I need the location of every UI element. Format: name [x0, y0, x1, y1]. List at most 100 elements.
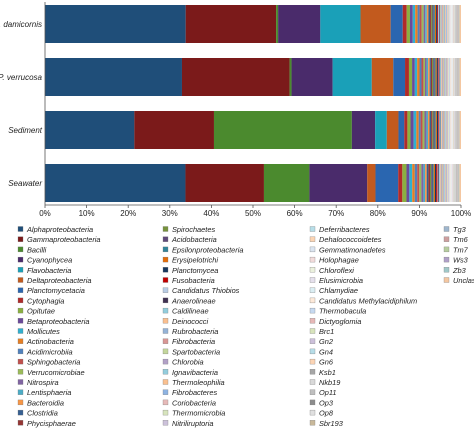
bar-segment	[263, 164, 310, 202]
bar-segment	[45, 164, 186, 202]
category-label: P. verrucosa	[0, 73, 43, 82]
legend-label: Cytophagia	[27, 296, 64, 305]
bar-segment	[360, 5, 391, 43]
bar-segment	[430, 5, 432, 43]
legend-label: Ignavibacteria	[172, 368, 218, 377]
bar-segment	[441, 5, 443, 43]
legend-swatch	[162, 348, 169, 355]
legend-label: Sbr193	[319, 419, 344, 428]
legend-swatch	[443, 267, 450, 273]
legend-swatch	[17, 226, 24, 232]
legend-swatch	[162, 236, 169, 242]
bar-segment	[398, 111, 405, 149]
bar-segment	[407, 111, 411, 149]
legend-label: Op3	[319, 398, 334, 407]
bar-segment	[447, 164, 449, 202]
bar-segment	[448, 58, 449, 96]
bar-segment	[444, 164, 445, 202]
legend-swatch	[309, 328, 316, 334]
bar-segment	[441, 58, 442, 96]
legend-swatch	[443, 226, 450, 232]
bar-segment	[446, 5, 447, 43]
bar-segment	[459, 5, 461, 43]
legend-label: Gn4	[319, 347, 333, 356]
legend-swatch	[443, 256, 450, 263]
x-tick-label: 100%	[451, 209, 471, 218]
bar-segment	[441, 111, 443, 149]
bar-segment	[425, 58, 427, 96]
legend-label: Holophagae	[319, 256, 359, 265]
legend-swatch	[17, 420, 24, 426]
legend-label: Anaerolineae	[171, 296, 216, 305]
legend-swatch	[17, 246, 24, 253]
legend-swatch	[162, 246, 169, 253]
legend-swatch	[162, 409, 169, 416]
bar-segment	[414, 164, 418, 202]
bar-segment	[402, 164, 407, 202]
legend-label: Bacilli	[27, 245, 47, 254]
bar-segment	[433, 111, 435, 149]
legend-swatch	[309, 409, 316, 416]
bar-segment	[425, 164, 427, 202]
legend-swatch	[309, 389, 316, 395]
legend-label: Fibrobacteria	[172, 337, 215, 346]
legend-label: Tg3	[453, 225, 467, 234]
bar-segment	[444, 58, 445, 96]
bar-segment	[440, 111, 442, 149]
bar-segment	[423, 164, 426, 202]
bar-segment	[440, 5, 442, 43]
legend-label: Ksb1	[319, 368, 336, 377]
x-tick-label: 40%	[203, 209, 219, 218]
bar-segment	[434, 111, 436, 149]
bar-segment	[433, 58, 435, 96]
bar-segment	[442, 5, 443, 43]
bar-segment	[421, 58, 424, 96]
bar-segment	[409, 164, 413, 202]
bar-segment	[427, 111, 430, 149]
bar-segment	[421, 164, 424, 202]
legend-label: Gn6	[319, 358, 334, 367]
bar-segment	[276, 5, 279, 43]
bar-segment	[441, 164, 443, 202]
bar-segment	[405, 58, 409, 96]
legend-label: Spirochaetes	[172, 225, 215, 234]
bar-segment	[442, 111, 444, 149]
legend-swatch	[17, 277, 24, 283]
bar-segment	[432, 58, 434, 96]
bar-segment	[412, 5, 416, 43]
category-label: Sediment	[8, 126, 43, 135]
legend-swatch	[17, 328, 24, 334]
bar-segment	[414, 58, 418, 96]
legend-swatch	[162, 328, 169, 334]
legend-label: Acidobacteria	[171, 235, 217, 244]
bar-segment	[429, 111, 432, 149]
legend: AlphaproteobacteriaGammaproteobacteriaBa…	[17, 225, 474, 428]
legend-swatch	[162, 226, 169, 232]
bar-segment	[444, 111, 446, 149]
bar-segment	[45, 58, 182, 96]
bar-segment	[448, 58, 450, 96]
bar-segment	[429, 58, 431, 96]
legend-label: Mollicutes	[27, 327, 60, 336]
legend-swatch	[17, 236, 24, 242]
bar-segment	[433, 5, 435, 43]
legend-label: Caldilineae	[172, 307, 209, 316]
bar-segment	[434, 164, 437, 202]
legend-label: Alphaproteobacteria	[26, 225, 93, 234]
legend-label: Gn2	[319, 337, 333, 346]
bar-segment	[448, 111, 449, 149]
legend-swatch	[17, 256, 24, 263]
bar-segment	[398, 164, 403, 202]
legend-label: Unclassified	[453, 276, 474, 285]
bar-segment	[441, 58, 443, 96]
bar-segment	[432, 164, 434, 202]
legend-swatch	[162, 297, 169, 304]
bar-segment	[410, 111, 414, 149]
bar-segment	[417, 58, 420, 96]
legend-label: Acidimicrobiia	[26, 347, 73, 356]
bar-segment	[447, 5, 449, 43]
legend-swatch	[17, 267, 24, 273]
legend-swatch	[162, 318, 169, 324]
bar-segment	[412, 164, 415, 202]
bar-segment	[386, 111, 399, 149]
